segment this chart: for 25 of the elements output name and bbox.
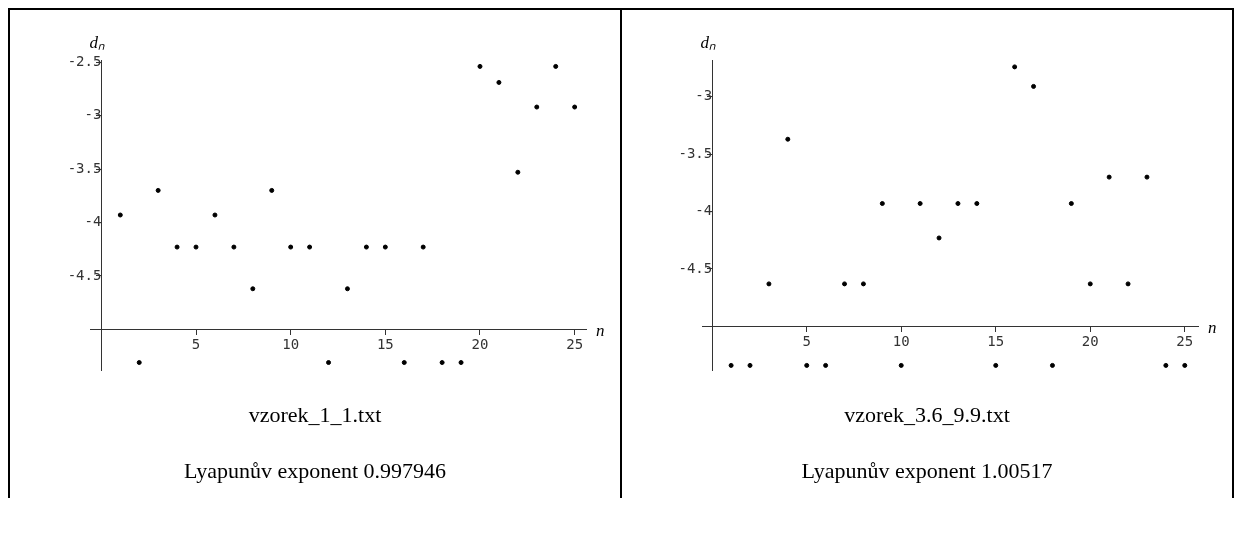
x-tick-label: 10 <box>892 333 910 350</box>
x-tick-label: 5 <box>802 333 811 350</box>
x-axis-title: n <box>1208 317 1217 337</box>
y-axis-title: dₙ <box>89 32 106 52</box>
x-tick-label: 20 <box>1081 333 1099 350</box>
y-tick-label: -3.5 <box>678 144 713 161</box>
y-axis-title: dₙ <box>700 32 716 52</box>
y-tick-label: -4.5 <box>67 266 102 283</box>
x-tick-label: 15 <box>376 336 394 353</box>
y-tick-label: -2.5 <box>67 52 102 69</box>
y-tick-label: -4.5 <box>678 259 713 276</box>
y-tick-label: -3.5 <box>67 159 102 176</box>
text: vzorek_3.6_9.9.txt <box>843 401 1011 429</box>
y-tick-label: -3 <box>695 87 713 104</box>
x-tick-label: 5 <box>191 336 201 353</box>
x-tick-label: 15 <box>987 333 1005 350</box>
y-tick-label: -3 <box>84 106 102 123</box>
x-tick-label: 10 <box>282 336 300 353</box>
text: Lyapunův exponent 1.00517 <box>800 457 1054 485</box>
x-tick-label: 20 <box>471 336 489 353</box>
text: Lyapunův exponent 0.997946 <box>182 457 448 485</box>
x-tick-label: 25 <box>566 336 584 353</box>
text: vzorek_1_1.txt <box>247 401 383 429</box>
x-tick-label: 25 <box>1176 333 1194 350</box>
x-axis-title: n <box>596 320 605 340</box>
